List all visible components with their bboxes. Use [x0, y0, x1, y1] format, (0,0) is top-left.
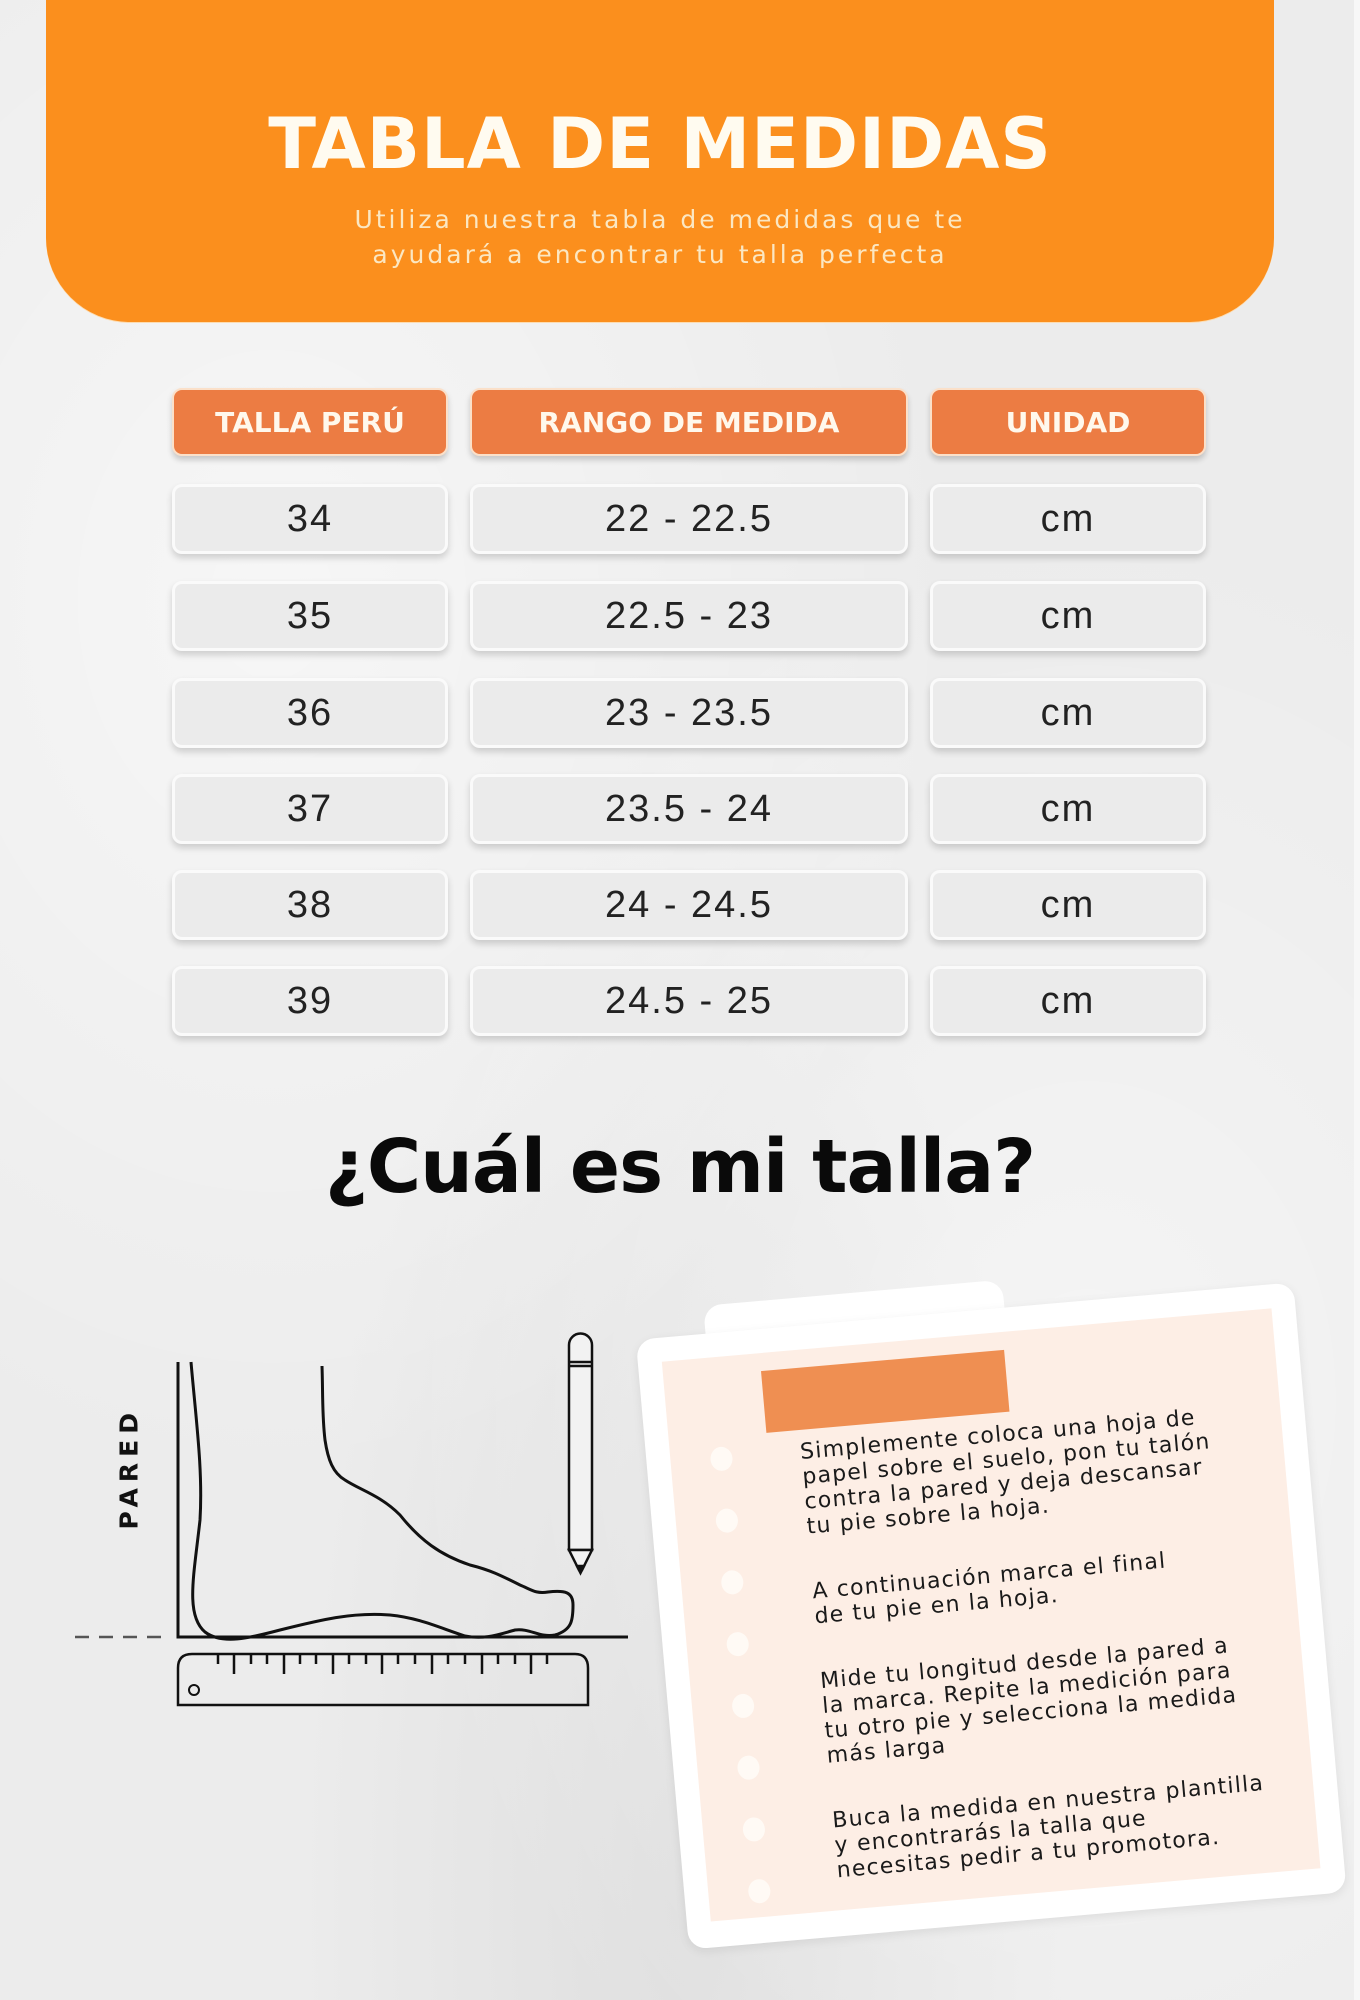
- foot-outline-icon: [189, 1361, 575, 1641]
- subtitle-line-1: Utiliza nuestra tabla de medidas que te: [354, 205, 966, 234]
- page-subtitle: Utiliza nuestra tabla de medidas que te …: [46, 202, 1274, 272]
- cell-unidad: cm: [930, 678, 1206, 748]
- instruction-steps: Simplemente coloca una hoja de papel sob…: [799, 1396, 1339, 1923]
- page-edge: [1354, 0, 1360, 2000]
- cell-talla: 34: [172, 484, 448, 554]
- pencil-icon: [566, 1332, 595, 1576]
- cell-talla: 38: [172, 870, 448, 940]
- punch-hole-icon: [731, 1692, 756, 1719]
- cell-unidad: cm: [930, 581, 1206, 651]
- cell-talla: 36: [172, 678, 448, 748]
- cell-unidad: cm: [930, 774, 1206, 844]
- ruler-icon: [176, 1652, 590, 1707]
- cell-rango: 23 - 23.5: [470, 678, 908, 748]
- cell-talla: 35: [172, 581, 448, 651]
- cell-rango: 22.5 - 23: [470, 581, 908, 651]
- punch-hole-icon: [741, 1816, 766, 1843]
- header-banner: TABLA DE MEDIDAS Utiliza nuestra tabla d…: [46, 0, 1274, 322]
- punch-hole-icon: [720, 1569, 745, 1596]
- header-talla-peru: TALLA PERÚ: [172, 388, 448, 456]
- header-unidad: UNIDAD: [930, 388, 1206, 456]
- cell-rango: 23.5 - 24: [470, 774, 908, 844]
- step-3: Mide tu longitud desde la pared a la mar…: [819, 1633, 1239, 1769]
- punch-hole-icon: [714, 1507, 739, 1534]
- page-title: TABLA DE MEDIDAS: [268, 103, 1052, 185]
- section-heading: ¿Cuál es mi talla?: [324, 1124, 1036, 1210]
- cell-rango: 24 - 24.5: [470, 870, 908, 940]
- punch-hole-icon: [709, 1445, 734, 1472]
- cell-unidad: cm: [930, 484, 1206, 554]
- cell-rango: 24.5 - 25: [470, 966, 908, 1036]
- instructions-note: Simplemente coloca una hoja de papel sob…: [633, 1254, 1347, 1950]
- punch-hole-icon: [725, 1631, 750, 1658]
- foot-measure-illustration: [75, 1332, 628, 1707]
- tape-strip: [761, 1349, 1010, 1433]
- step-4: Buca la medida en nuestra plantilla y en…: [831, 1770, 1266, 1884]
- header-rango-de-medida: RANGO DE MEDIDA: [470, 388, 908, 456]
- punch-hole-icon: [747, 1878, 772, 1905]
- cell-talla: 39: [172, 966, 448, 1036]
- subtitle-line-2: ayudará a encontrar tu talla perfecta: [372, 240, 948, 269]
- step-2: A continuación marca el final de tu pie …: [811, 1548, 1168, 1630]
- cell-unidad: cm: [930, 966, 1206, 1036]
- cell-talla: 37: [172, 774, 448, 844]
- cell-unidad: cm: [930, 870, 1206, 940]
- note-paper: Simplemente coloca una hoja de papel sob…: [661, 1308, 1321, 1922]
- punch-hole-icon: [736, 1754, 761, 1781]
- cell-rango: 22 - 22.5: [470, 484, 908, 554]
